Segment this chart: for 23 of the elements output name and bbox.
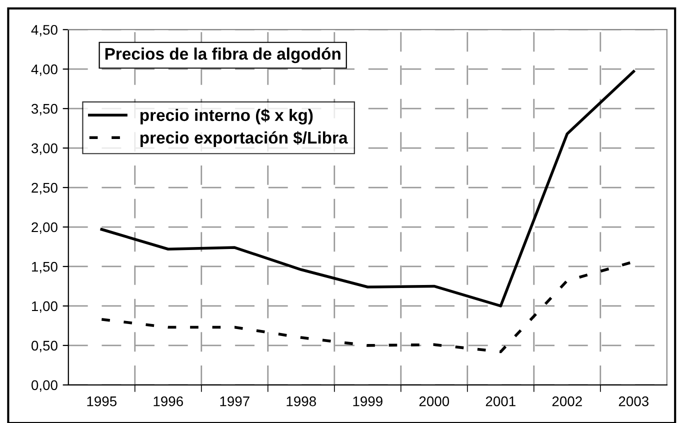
x-tick-label: 1999 xyxy=(353,396,382,406)
line-series xyxy=(100,70,636,308)
y-tick-label: 1,00 xyxy=(32,301,58,313)
y-tick-label: 2,50 xyxy=(32,182,58,194)
y-tick-label: 2,00 xyxy=(32,222,58,234)
x-tick-label: 1996 xyxy=(154,396,183,406)
x-tick-label: 1998 xyxy=(286,396,316,406)
y-tick-label: 4,00 xyxy=(31,64,58,76)
legend-label: precio exportación $/Libra xyxy=(140,131,348,147)
y-tick-label: 4,50 xyxy=(31,24,58,36)
x-tick-label: 2002 xyxy=(552,396,582,406)
y-tick-label: 0,00 xyxy=(31,380,58,392)
x-tick-label: 2000 xyxy=(419,396,450,406)
x-tick-label: 1995 xyxy=(87,396,117,406)
legend-label: precio interno ($ x kg) xyxy=(140,108,313,124)
y-tick-label: 3,50 xyxy=(31,104,58,116)
y-tick-label: 0,50 xyxy=(31,340,58,352)
x-tick-label: 2001 xyxy=(486,396,516,406)
y-tick-label: 1,50 xyxy=(32,262,58,274)
y-tick-label: 3,00 xyxy=(31,143,58,155)
x-tick-label: 1997 xyxy=(220,396,250,406)
x-tick-label: 2003 xyxy=(618,396,648,406)
text: Precios de la fibra de algodón xyxy=(105,47,340,64)
